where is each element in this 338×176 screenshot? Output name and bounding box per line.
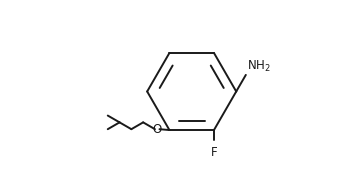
Text: O: O <box>152 123 162 136</box>
Text: F: F <box>211 146 217 159</box>
Text: NH$_2$: NH$_2$ <box>247 59 270 74</box>
